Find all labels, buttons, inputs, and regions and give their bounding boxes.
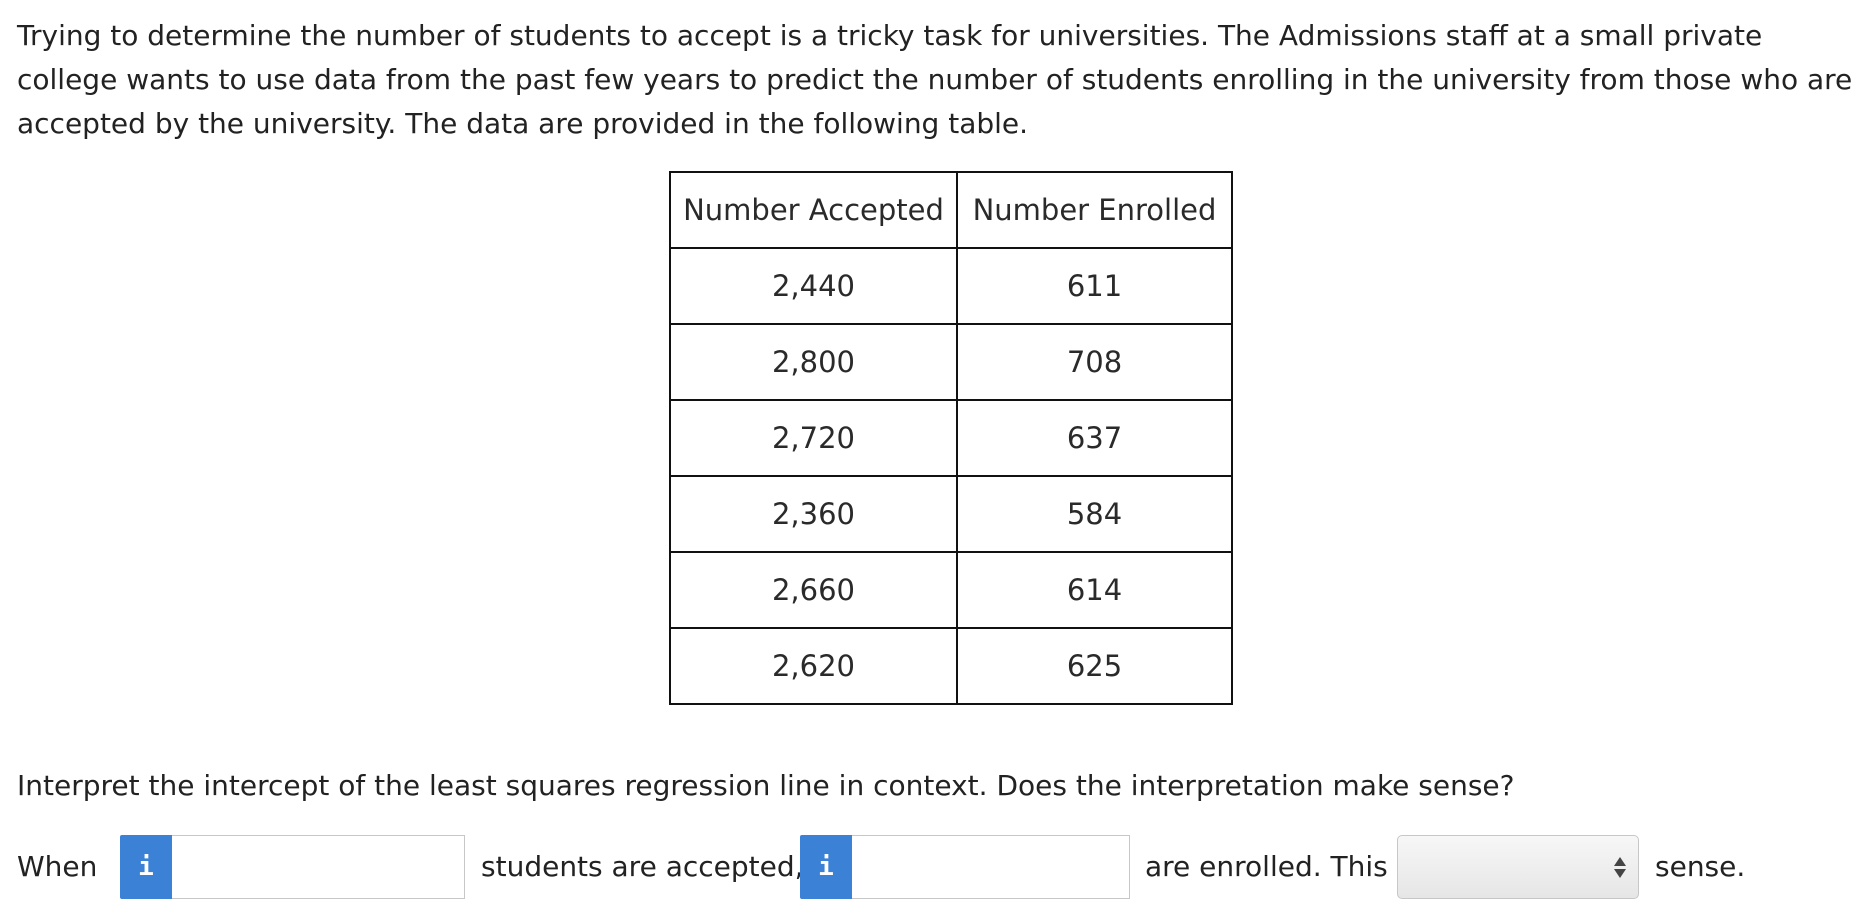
table-row: 2,360 584 <box>669 475 1233 553</box>
cell-enrolled: 611 <box>956 247 1233 325</box>
header-number-accepted: Number Accepted <box>669 171 958 249</box>
cell-enrolled: 625 <box>956 627 1233 705</box>
table-row: 2,720 637 <box>669 399 1233 477</box>
cell-enrolled: 584 <box>956 475 1233 553</box>
problem-intro: Trying to determine the number of studen… <box>17 19 1853 140</box>
info-icon[interactable]: i <box>800 835 852 899</box>
table-row: 2,800 708 <box>669 323 1233 401</box>
cell-accepted: 2,440 <box>669 247 958 325</box>
answer-text-sense: sense. <box>1655 850 1746 883</box>
data-table: Number Accepted Number Enrolled 2,440 61… <box>669 171 1233 705</box>
select-arrows-icon <box>1614 857 1626 879</box>
cell-enrolled: 708 <box>956 323 1233 401</box>
answer-text-accepted: students are accepted, <box>481 850 804 883</box>
cell-enrolled: 614 <box>956 551 1233 629</box>
header-number-enrolled: Number Enrolled <box>956 171 1233 249</box>
enrolled-answer-input[interactable] <box>852 835 1130 899</box>
accepted-answer-input[interactable] <box>172 835 465 899</box>
cell-accepted: 2,800 <box>669 323 958 401</box>
cell-enrolled: 637 <box>956 399 1233 477</box>
info-icon[interactable]: i <box>120 835 172 899</box>
cell-accepted: 2,360 <box>669 475 958 553</box>
table-header-row: Number Accepted Number Enrolled <box>669 171 1233 249</box>
table-row: 2,440 611 <box>669 247 1233 325</box>
table-row: 2,620 625 <box>669 627 1233 705</box>
table-row: 2,660 614 <box>669 551 1233 629</box>
answer-text-enrolled: are enrolled. This <box>1145 850 1388 883</box>
answer-text-when: When <box>17 850 98 883</box>
cell-accepted: 2,720 <box>669 399 958 477</box>
cell-accepted: 2,620 <box>669 627 958 705</box>
question-text: Interpret the intercept of the least squ… <box>17 769 1515 802</box>
cell-accepted: 2,660 <box>669 551 958 629</box>
makes-sense-select[interactable] <box>1397 835 1639 899</box>
